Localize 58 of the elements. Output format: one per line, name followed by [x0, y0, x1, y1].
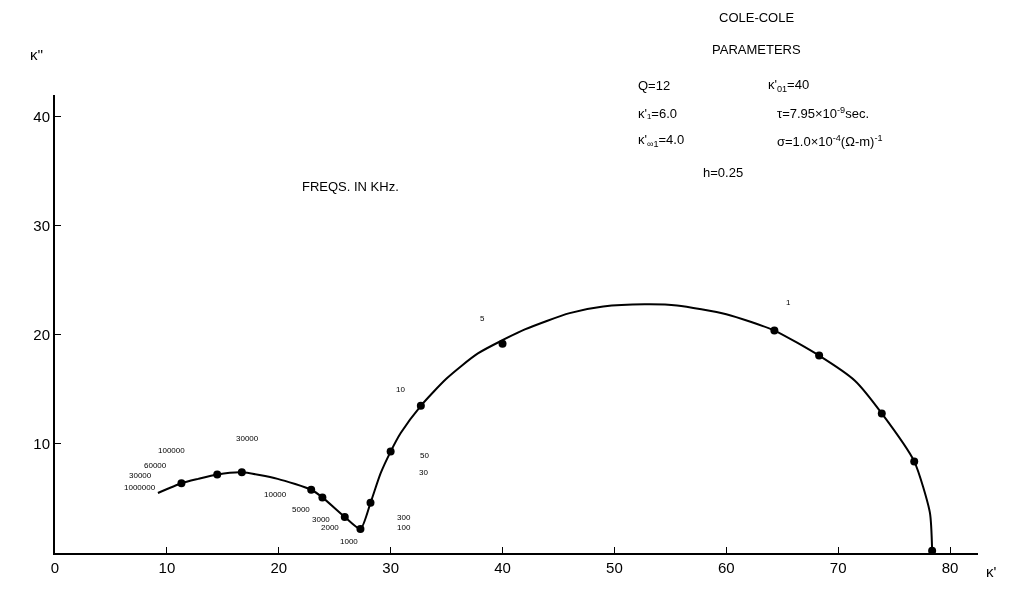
- annotation: 60000: [144, 461, 167, 470]
- y-axis-title: κ'': [30, 46, 44, 63]
- point: [928, 546, 937, 553]
- annotation: 100000: [158, 446, 186, 455]
- text: COLE-COLE: [719, 10, 795, 25]
- annotation: 1000000: [124, 483, 156, 492]
- text: κ'$_{01}$=40: [768, 77, 810, 94]
- annotation: κ'₁=6.0: [638, 106, 678, 121]
- point: [386, 447, 395, 456]
- annotation: τ=7.95×10$^{-9}$sec.: [777, 105, 870, 122]
- point: [910, 457, 919, 466]
- y-tick-label: 40: [33, 108, 50, 126]
- annotation: 100: [397, 523, 411, 532]
- point: [366, 498, 375, 507]
- point: [177, 479, 186, 488]
- annotation: 10: [396, 385, 406, 394]
- x-tick-label: 10: [158, 559, 176, 576]
- x-tick-label: 30: [382, 559, 399, 576]
- annotation: 30: [419, 468, 429, 477]
- annotation: 30000: [236, 434, 259, 443]
- x-tick-label: 60: [717, 559, 735, 576]
- x-tick-label: 80: [941, 559, 959, 576]
- point: [356, 525, 365, 534]
- x-tick-label: 40: [494, 559, 511, 576]
- point: [770, 326, 779, 335]
- text: PARAMETERS: [712, 42, 801, 57]
- annotation: 10000: [264, 490, 287, 499]
- point: [416, 401, 425, 410]
- annotation: 5: [480, 314, 485, 323]
- point: [340, 513, 349, 522]
- x-tick-label: 20: [270, 559, 288, 576]
- annotation: 30000: [129, 471, 152, 480]
- x-axis-title: κ': [986, 563, 997, 580]
- point: [307, 485, 316, 494]
- annotation: 5000: [292, 505, 311, 514]
- annotation: 1000: [340, 537, 359, 546]
- point: [877, 409, 886, 418]
- y-tick-label: 10: [33, 435, 50, 453]
- x-tick-label: 70: [829, 559, 847, 576]
- point: [237, 468, 246, 477]
- point: [815, 351, 824, 360]
- point: [318, 493, 327, 502]
- annotation: κ'$_{∞1}$=4.0: [638, 132, 685, 149]
- x-tick-label: 50: [606, 559, 623, 576]
- annotation: FREQS. IN KHz.: [302, 179, 399, 194]
- y-tick-label: 20: [33, 326, 50, 344]
- point: [213, 470, 222, 479]
- annotation: 50: [420, 451, 430, 460]
- text: Q=12: [638, 78, 671, 93]
- annotation: 1: [786, 298, 791, 307]
- y-tick-label: 30: [33, 217, 50, 235]
- annotation: σ=1.0×10$^{-4}$(Ω-m)$^{-1}$: [777, 133, 883, 150]
- x-tick-label: 0: [50, 559, 60, 576]
- annotation: 3000: [312, 515, 331, 524]
- annotation: h=0.25: [703, 165, 744, 180]
- annotation: 300: [397, 513, 411, 522]
- point: [498, 339, 507, 348]
- annotation: 2000: [321, 523, 340, 532]
